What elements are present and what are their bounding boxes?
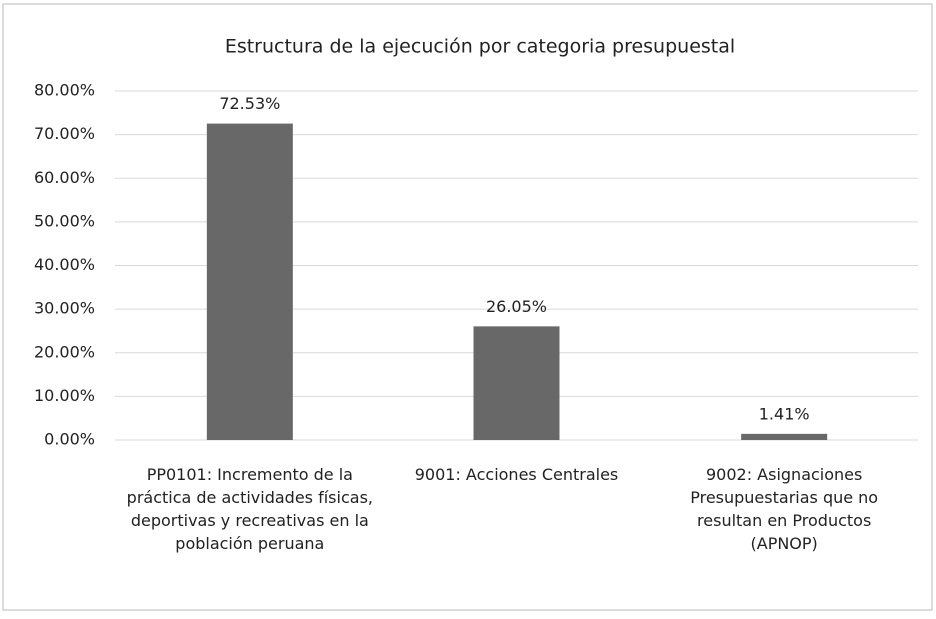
y-tick-label: 10.00% (34, 386, 95, 405)
chart-border (2, 3, 933, 611)
y-tick-label: 70.00% (34, 124, 95, 143)
chart-title: Estructura de la ejecución por categoria… (225, 36, 735, 58)
y-tick-label: 60.00% (34, 168, 95, 187)
y-tick-label: 30.00% (34, 299, 95, 318)
y-tick-label: 20.00% (34, 342, 95, 361)
x-tick-label: 9001: Acciones Centrales (414, 465, 619, 484)
bar (473, 326, 560, 440)
y-tick-label: 50.00% (34, 211, 95, 230)
bar (206, 123, 293, 440)
x-tick-label: 9002: Asignaciones Presupuestarias que n… (690, 465, 879, 553)
data-label: 26.05% (486, 297, 547, 316)
y-tick-label: 80.00% (34, 81, 95, 100)
y-tick-label: 40.00% (34, 255, 95, 274)
data-label: 72.53% (219, 94, 280, 113)
data-label: 1.41% (759, 404, 810, 423)
bar (741, 433, 828, 440)
y-tick-label: 0.00% (44, 430, 95, 449)
x-tick-label: PP0101: Incremento de la práctica de act… (126, 465, 373, 553)
